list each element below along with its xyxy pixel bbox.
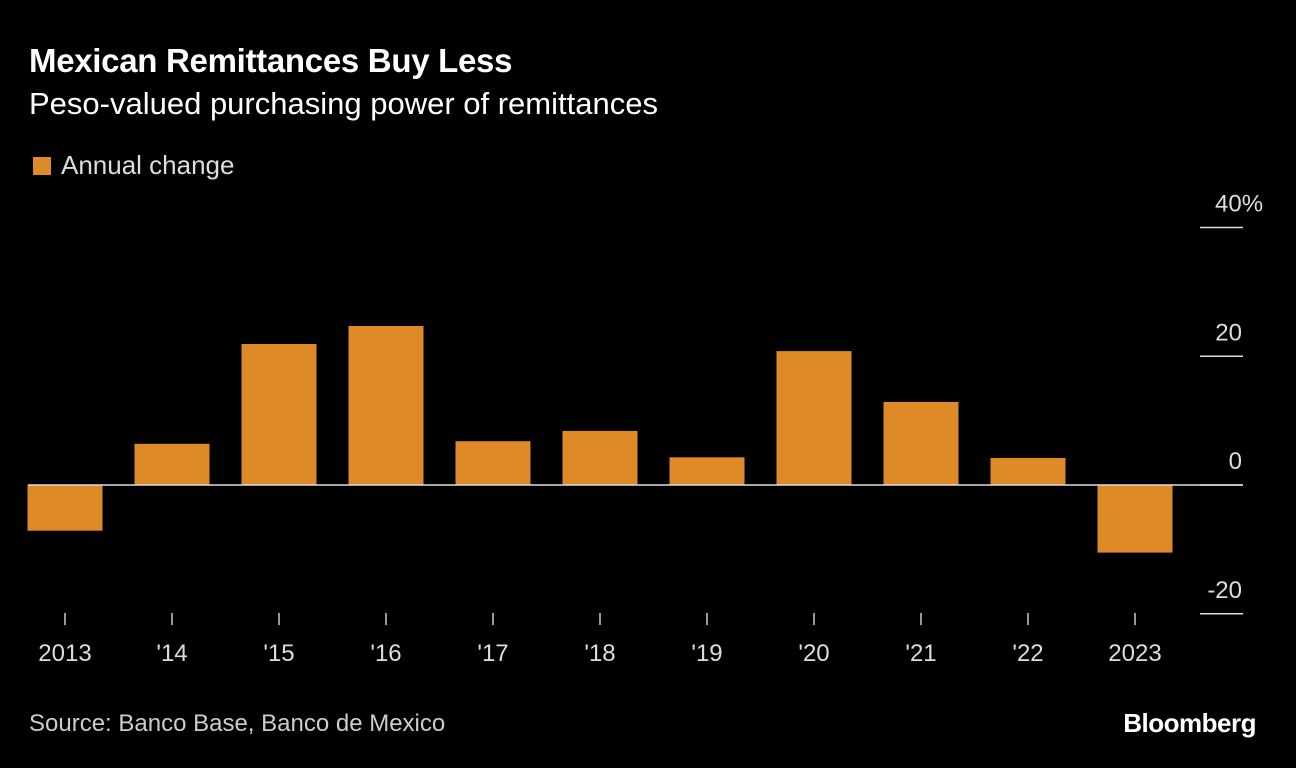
x-tick-label: '19 (691, 640, 722, 667)
bar-20 (776, 351, 852, 485)
bar-15 (241, 344, 317, 485)
x-tick-label: '17 (477, 640, 508, 667)
x-tick-label: '22 (1012, 640, 1043, 667)
y-tick-label: 20 (1215, 319, 1242, 346)
x-tick-label: 2013 (38, 640, 91, 667)
x-tick-label: '21 (905, 640, 936, 667)
x-tick-label: '15 (263, 640, 294, 667)
legend: Annual change (33, 150, 234, 181)
bar-14 (134, 443, 210, 485)
x-tick-label: '16 (370, 640, 401, 667)
bar-2023 (1097, 485, 1173, 553)
x-tick-label: '14 (156, 640, 187, 667)
y-tick-label: 40% (1215, 191, 1263, 218)
y-tick-label: 0 (1229, 448, 1242, 475)
bloomberg-logo: Bloomberg (1123, 708, 1256, 738)
source-note: Source: Banco Base, Banco de Mexico (29, 710, 446, 737)
chart-title: Mexican Remittances Buy Less (29, 42, 513, 79)
x-tick-label: '18 (584, 640, 615, 667)
bar-17 (455, 441, 531, 485)
bar-2013 (27, 485, 103, 531)
bar-16 (348, 325, 424, 485)
bar-22 (990, 457, 1066, 485)
chart-subtitle: Peso-valued purchasing power of remittan… (29, 86, 658, 121)
bar-21 (883, 401, 959, 485)
y-tick-label: -20 (1207, 577, 1242, 604)
bar-19 (669, 457, 745, 485)
x-tick-label: '20 (798, 640, 829, 667)
legend-label: Annual change (61, 150, 235, 180)
x-tick-label: 2023 (1108, 640, 1161, 667)
legend-swatch (33, 156, 51, 175)
bar-18 (562, 430, 638, 485)
